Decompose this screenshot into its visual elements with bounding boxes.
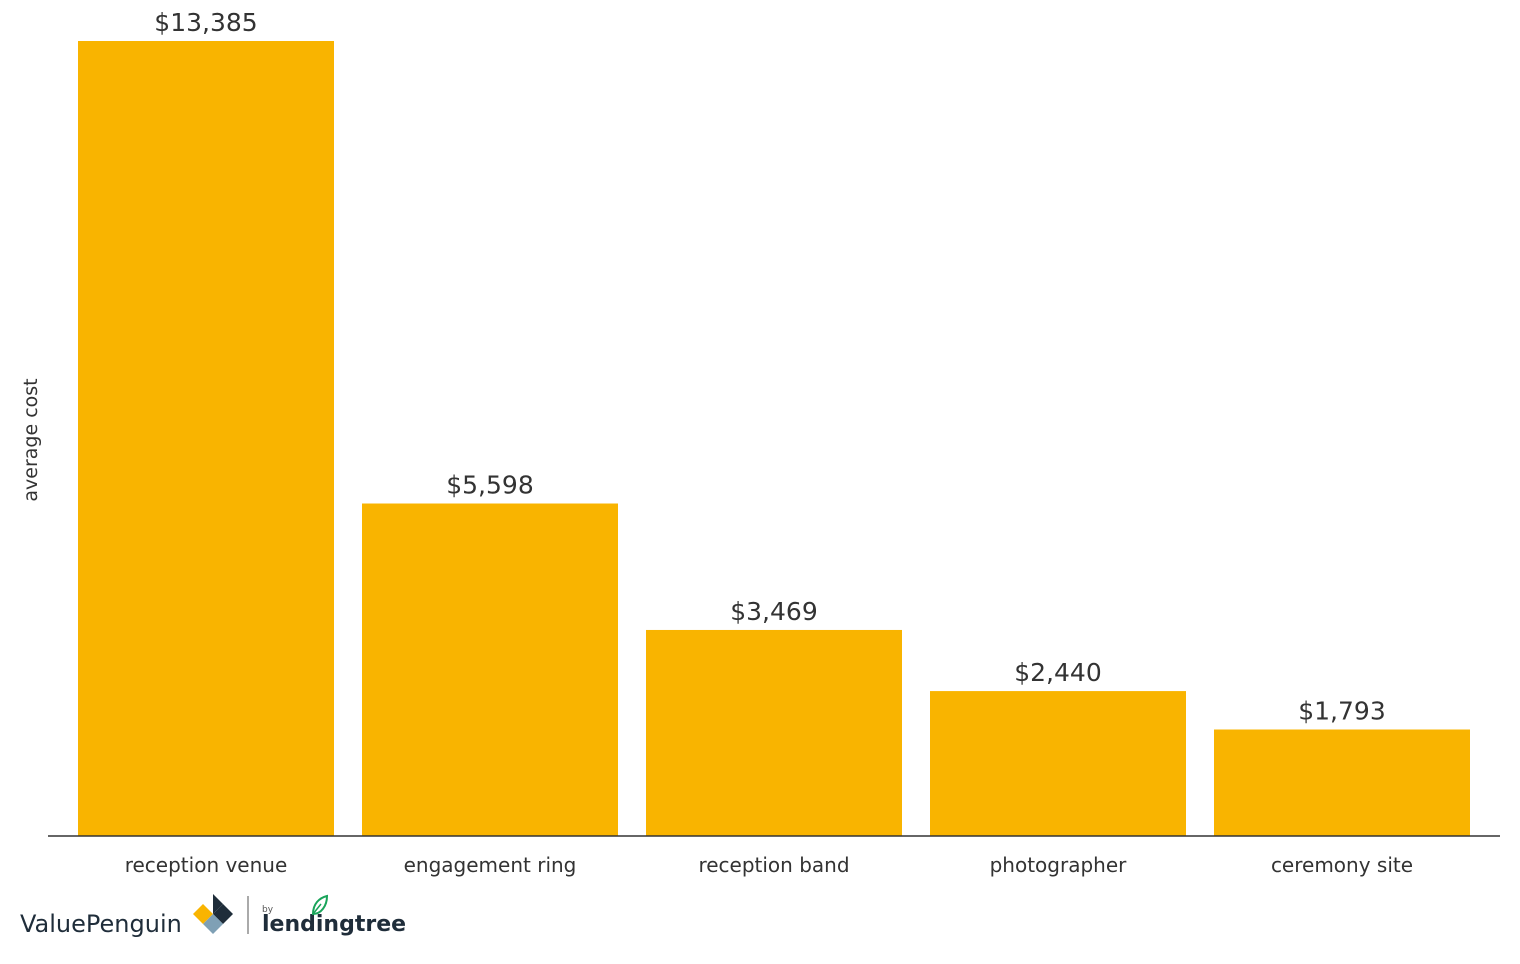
category-label: reception venue	[125, 853, 288, 877]
category-label: ceremony site	[1271, 853, 1413, 877]
bar-reception-band	[646, 629, 902, 836]
partner-name: lendingtree	[262, 912, 406, 937]
y-axis-label: average cost	[20, 378, 42, 501]
category-labels: reception venue engagement ring reception …	[125, 853, 1413, 877]
value-labels: $13,385 $5,598 $3,469 $2,440 $1,793	[154, 8, 1385, 726]
value-label: $1,793	[1298, 697, 1385, 726]
category-label: photographer	[990, 853, 1128, 877]
penguin-logo-icon	[193, 894, 233, 934]
brand-logo: ValuePenguin by lendingtree	[20, 894, 406, 938]
value-label: $2,440	[1014, 658, 1101, 687]
value-label: $13,385	[154, 8, 257, 37]
bar-photographer	[930, 691, 1186, 836]
by-text: by	[262, 905, 274, 915]
leaf-icon	[311, 894, 329, 916]
value-label: $5,598	[446, 471, 533, 500]
category-label: engagement ring	[404, 853, 577, 877]
bar-engagement-ring	[362, 503, 618, 836]
category-label: reception band	[698, 853, 849, 877]
bars	[78, 41, 1470, 836]
bar-ceremony-site	[1214, 729, 1470, 836]
bar-reception-venue	[78, 41, 334, 836]
value-label: $3,469	[730, 597, 817, 626]
brand-name: ValuePenguin	[20, 910, 182, 938]
